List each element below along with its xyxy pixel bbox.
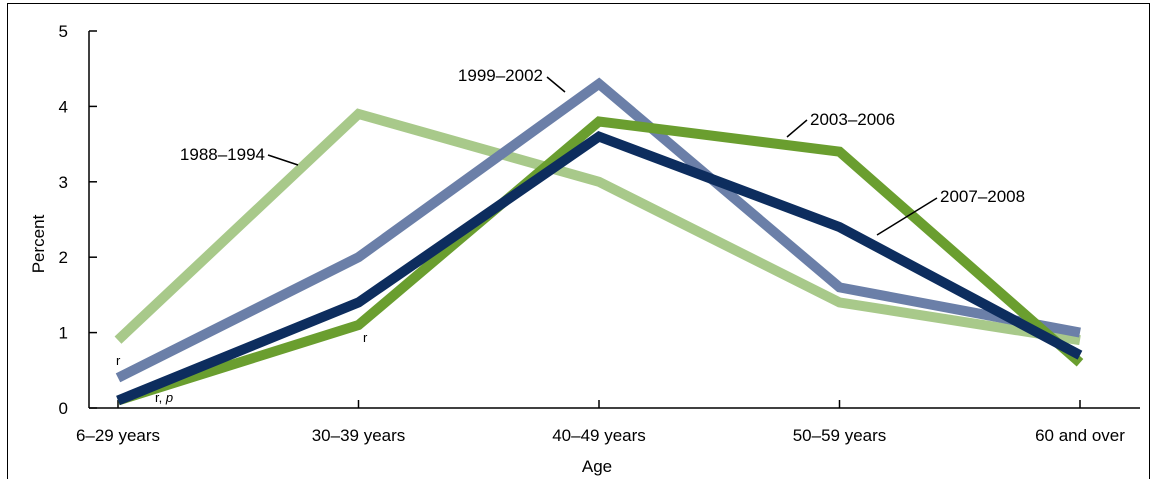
axes: 0 1 2 3 4 5 6–29 years 30–39 years 40–49 years 5… <box>59 22 1140 445</box>
series-line-2007–2008 <box>116 130 1083 406</box>
y-tick-label: 5 <box>59 22 68 41</box>
data-annotation: r <box>363 330 368 345</box>
series-label: 2007–2008 <box>940 187 1025 206</box>
y-tick-label: 1 <box>59 324 68 343</box>
y-axis-title: Percent <box>29 214 48 273</box>
y-tick-label: 4 <box>59 97 68 116</box>
y-tick-label: 0 <box>59 399 68 418</box>
data-annotation: r <box>116 353 121 368</box>
x-tick-label: 6–29 years <box>76 426 160 445</box>
series-label: 1999–2002 <box>458 66 543 85</box>
series-leader-line <box>546 76 566 93</box>
chart-frame <box>7 3 1150 479</box>
x-tick-label: 40–49 years <box>552 426 646 445</box>
series-label: 1988–1994 <box>180 145 265 164</box>
y-tick-label: 3 <box>59 173 68 192</box>
x-tick-label: 50–59 years <box>793 426 887 445</box>
series-line-2003–2006 <box>116 116 1084 406</box>
data-annotation: r, p <box>155 390 173 405</box>
x-tick-label: 60 and over <box>1035 426 1125 445</box>
series-leader-line <box>786 119 808 138</box>
y-tick-label: 2 <box>59 248 68 267</box>
series-leader-line <box>267 154 299 166</box>
series-leader-line <box>876 197 938 236</box>
series-line-1999–2002 <box>115 77 1081 383</box>
series-label: 2003–2006 <box>810 110 895 129</box>
x-tick-label: 30–39 years <box>312 426 406 445</box>
x-axis-title: Age <box>582 457 612 476</box>
series-line-1988–1994 <box>114 108 1081 346</box>
